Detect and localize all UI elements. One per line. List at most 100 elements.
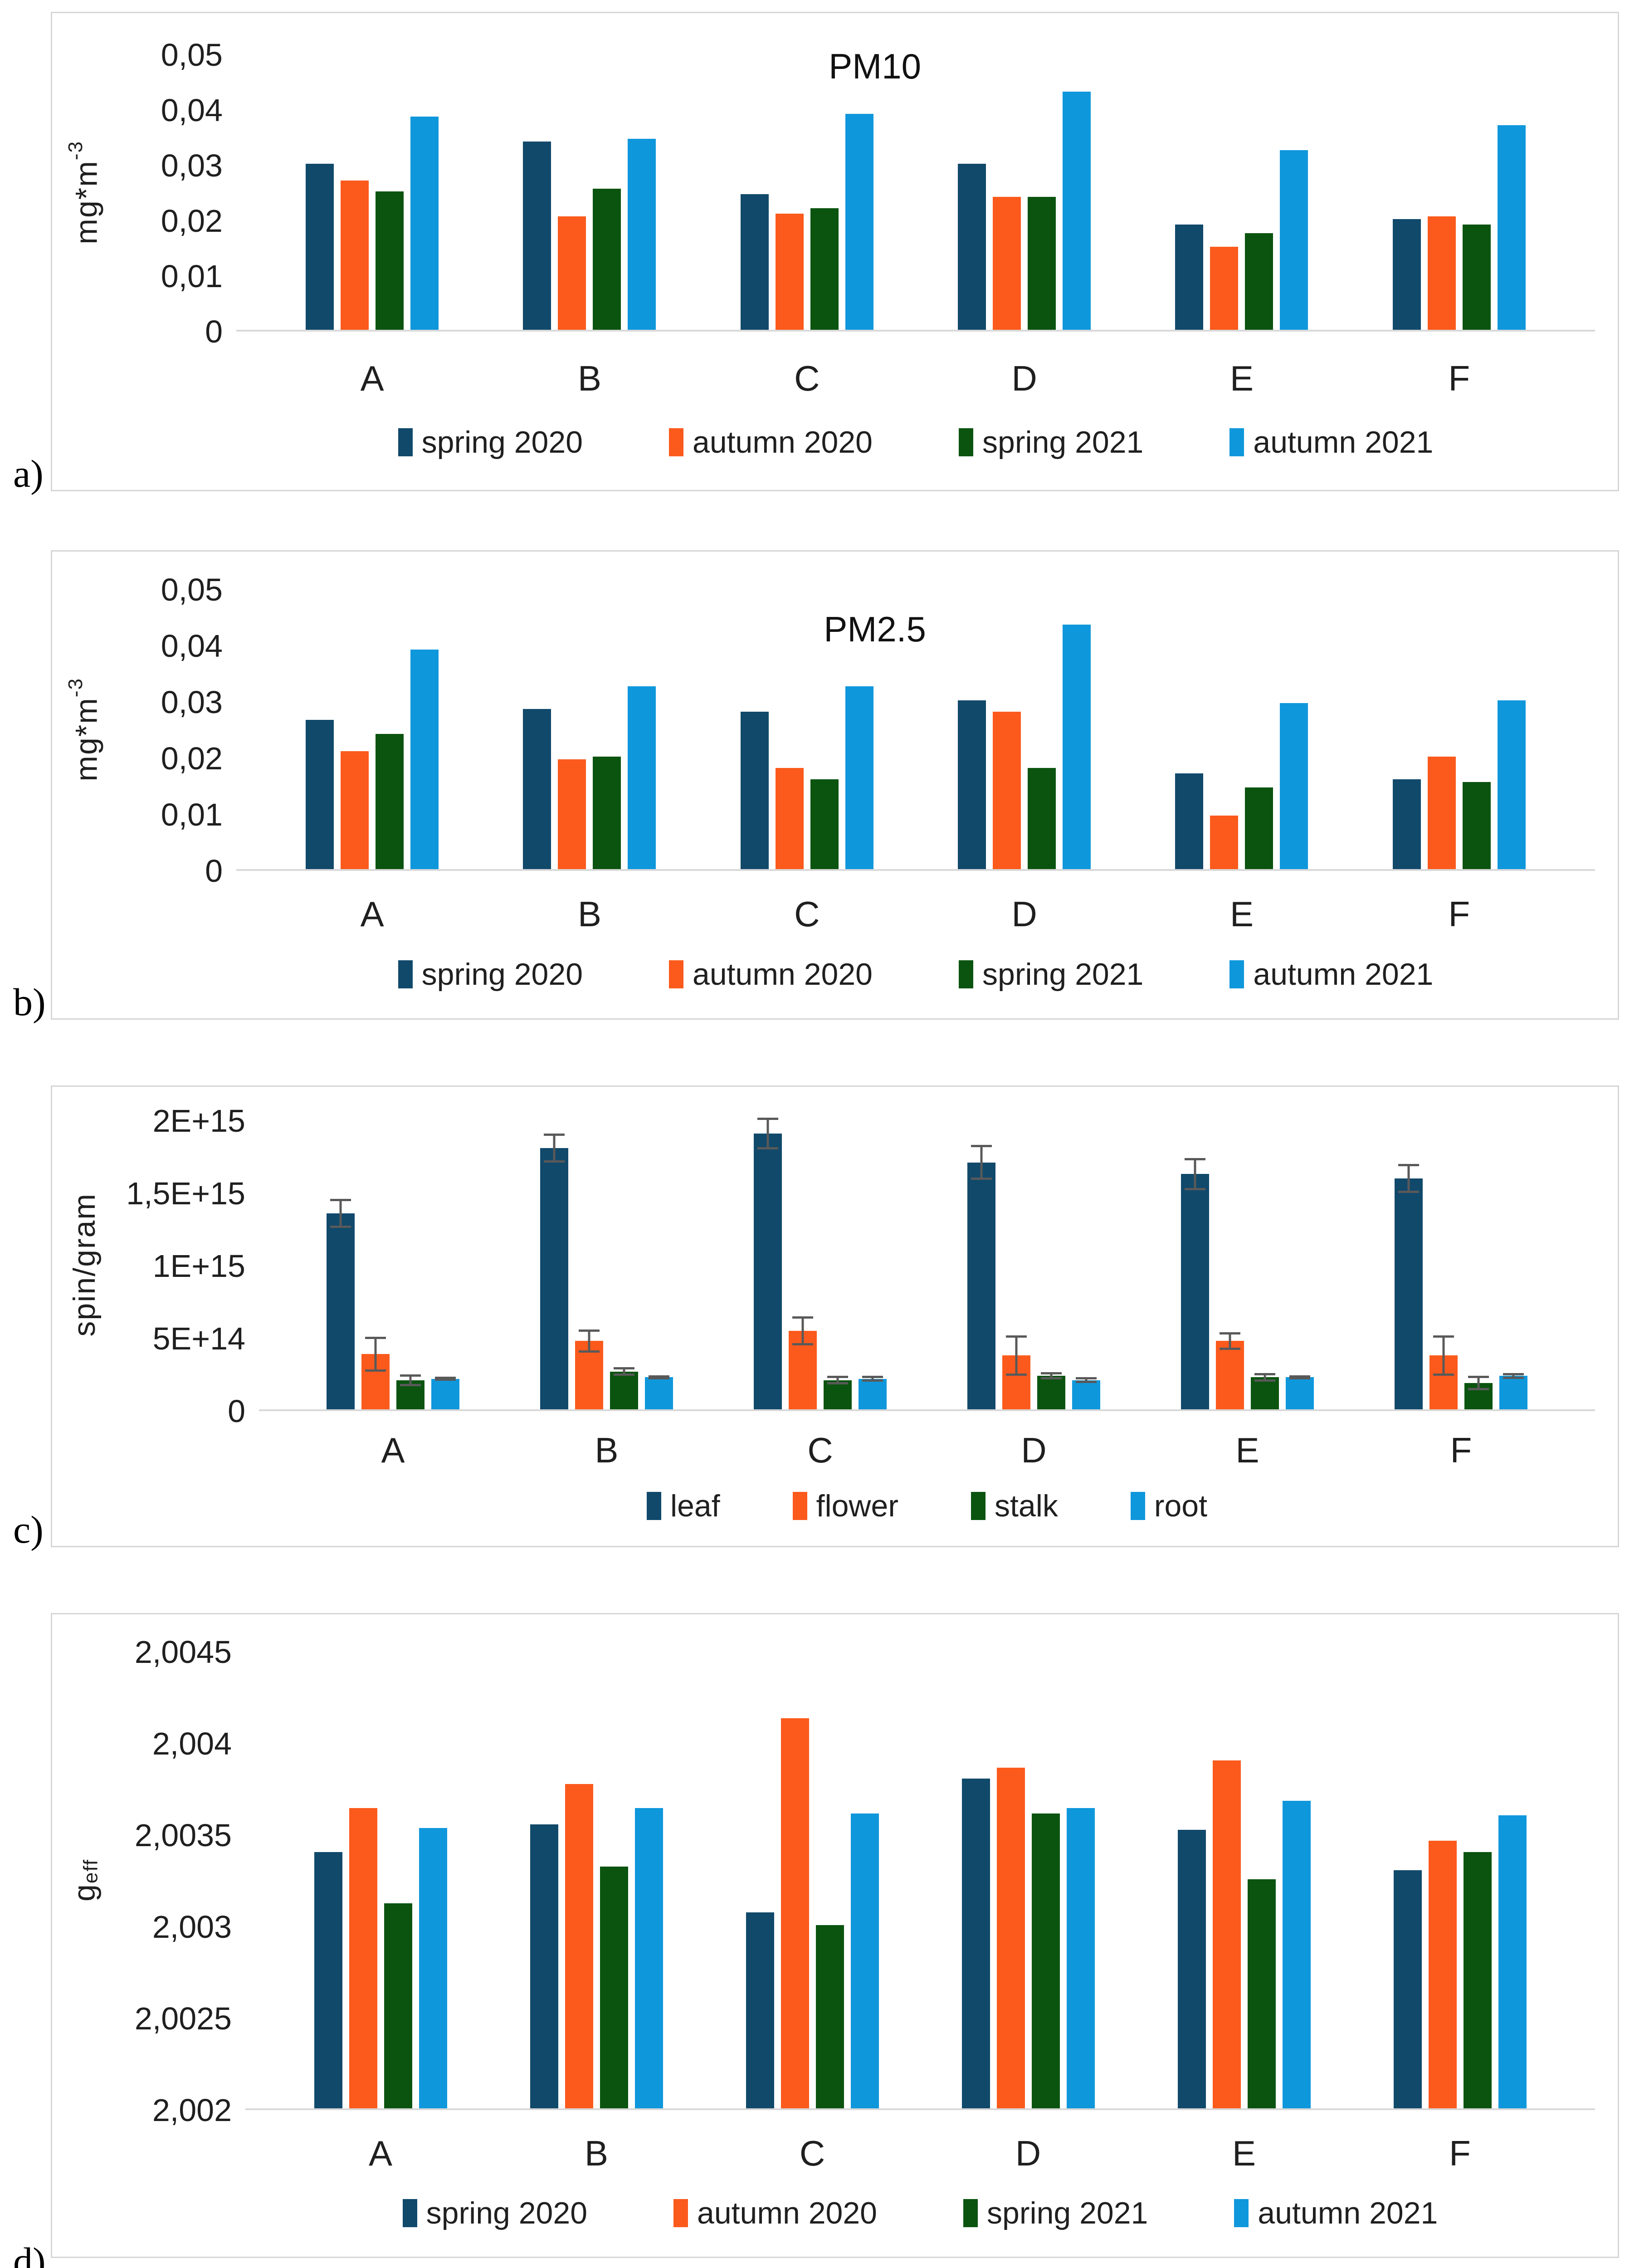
y-tick-label: 2,004 xyxy=(152,1726,232,1762)
x-axis: A B C D E F xyxy=(236,894,1595,935)
y-axis: 0 5E+14 1E+15 1,5E+15 2E+15 xyxy=(109,1105,259,1427)
legend-label: spring 2020 xyxy=(426,2195,588,2230)
error-bar xyxy=(1006,1335,1027,1376)
bar-autumn-2020 xyxy=(341,751,369,869)
bar-root xyxy=(859,1376,887,1409)
x-category-label: B xyxy=(577,358,601,398)
error-bar-line xyxy=(444,1376,447,1381)
panel-letter-a: a) xyxy=(13,452,44,495)
bar-group xyxy=(263,117,481,330)
bar-flower xyxy=(575,1329,603,1409)
bar-group xyxy=(286,1198,500,1409)
legend-item: root xyxy=(1130,1488,1207,1524)
bar-spring-2020 xyxy=(1392,779,1421,869)
x-category-label: F xyxy=(1448,894,1470,934)
bar-stalk xyxy=(824,1376,852,1409)
bar-spring-2020 xyxy=(1175,773,1204,869)
legend-swatch xyxy=(673,2199,688,2227)
legend-item: stalk xyxy=(971,1488,1058,1524)
bar-spring-2020 xyxy=(1177,1830,1206,2109)
legend-label: spring 2021 xyxy=(987,2195,1148,2230)
bar-group xyxy=(698,686,916,869)
legend: leaf flower stalk root xyxy=(259,1488,1595,1524)
bar-group xyxy=(920,1767,1136,2109)
error-bar-line xyxy=(409,1374,412,1386)
legend-item: leaf xyxy=(646,1488,720,1524)
bar-group xyxy=(713,1117,927,1409)
legend-swatch xyxy=(971,1492,985,1520)
bar-spring-2021 xyxy=(815,1925,844,2109)
bar-autumn-2021 xyxy=(634,1808,663,2109)
error-bar xyxy=(1289,1375,1310,1380)
x-category-label: C xyxy=(807,1430,833,1470)
y-axis-title-sub: eff xyxy=(79,1859,102,1884)
y-axis-title-text: mg*m xyxy=(69,160,104,244)
y-tick-label: 2,0025 xyxy=(134,2001,232,2037)
bar-autumn-2021 xyxy=(1282,1800,1311,2109)
legend-label: spring 2020 xyxy=(421,425,583,459)
bar-spring-2020 xyxy=(523,142,551,330)
bar-group xyxy=(927,1145,1141,1409)
legend-label: autumn 2020 xyxy=(697,2195,877,2230)
legend-swatch xyxy=(398,960,413,988)
y-tick-label: 2,003 xyxy=(152,1909,232,1945)
y-tick-label: 0,05 xyxy=(161,37,223,73)
legend-item: autumn 2021 xyxy=(1229,425,1433,460)
legend: spring 2020 autumn 2020 spring 2021 autumn … xyxy=(245,2195,1595,2231)
bars-area xyxy=(259,1117,1595,1411)
x-category-label: B xyxy=(595,1430,619,1470)
bar-spring-2021 xyxy=(1028,197,1056,330)
legend-item: flower xyxy=(792,1488,898,1524)
legend-item: spring 2020 xyxy=(398,957,583,992)
y-tick-label: 2,0035 xyxy=(134,1818,232,1853)
error-bar xyxy=(971,1145,992,1180)
error-bar-line xyxy=(766,1117,769,1149)
legend-swatch xyxy=(959,960,973,988)
error-bar-line xyxy=(658,1375,660,1380)
x-category-label: B xyxy=(584,2133,609,2173)
bar-autumn-2020 xyxy=(996,1767,1025,2109)
bar-stalk xyxy=(1037,1372,1065,1409)
bar-spring-2021 xyxy=(1031,1813,1060,2109)
legend-swatch xyxy=(959,428,973,456)
legend-label: spring 2020 xyxy=(421,957,583,992)
legend-swatch xyxy=(669,428,684,456)
y-axis: 0 0,01 0,02 0,03 0,04 0,05 xyxy=(109,39,236,347)
error-bar-line xyxy=(374,1336,377,1372)
bar-autumn-2021 xyxy=(1063,624,1091,869)
error-bar xyxy=(614,1367,634,1376)
bar-autumn-2021 xyxy=(1497,700,1526,869)
y-tick-label: 0 xyxy=(228,1393,245,1429)
bar-group xyxy=(916,624,1133,869)
bar-spring-2020 xyxy=(958,164,986,330)
bar-root xyxy=(1499,1373,1527,1409)
bar-autumn-2021 xyxy=(845,686,873,869)
bar-autumn-2020 xyxy=(775,213,804,330)
bar-leaf xyxy=(967,1145,995,1409)
bar-group xyxy=(273,1808,488,2109)
bar-flower xyxy=(1002,1335,1030,1409)
bar-autumn-2020 xyxy=(1210,816,1239,869)
error-bar xyxy=(792,1316,813,1345)
bar-autumn-2020 xyxy=(565,1784,593,2109)
bar-autumn-2021 xyxy=(419,1828,447,2109)
legend-item: autumn 2020 xyxy=(669,957,873,992)
y-axis-title-sup: -3 xyxy=(64,140,87,160)
panel-spin-gram: c) spin/gram 0 5E+14 1E+15 1,5E+15 2E+15 A B C… xyxy=(13,1085,1619,1551)
legend-label: autumn 2021 xyxy=(1253,957,1434,992)
error-bar-line xyxy=(1229,1332,1231,1350)
bar-autumn-2021 xyxy=(628,686,656,869)
bar-spring-2021 xyxy=(593,757,621,869)
error-bar-line xyxy=(1512,1373,1515,1379)
error-bar-line xyxy=(553,1133,556,1163)
x-category-label: A xyxy=(360,358,384,398)
y-axis-title: mg*m-3 xyxy=(59,588,109,871)
bar-autumn-2021 xyxy=(1066,1808,1095,2109)
error-bar xyxy=(827,1376,848,1385)
y-axis: 2,002 2,0025 2,003 2,0035 2,004 2,0045 xyxy=(109,1636,245,2126)
y-tick-label: 0,01 xyxy=(161,797,223,832)
bar-spring-2020 xyxy=(523,709,551,869)
error-bar xyxy=(1220,1332,1240,1350)
bar-leaf xyxy=(1395,1163,1423,1409)
